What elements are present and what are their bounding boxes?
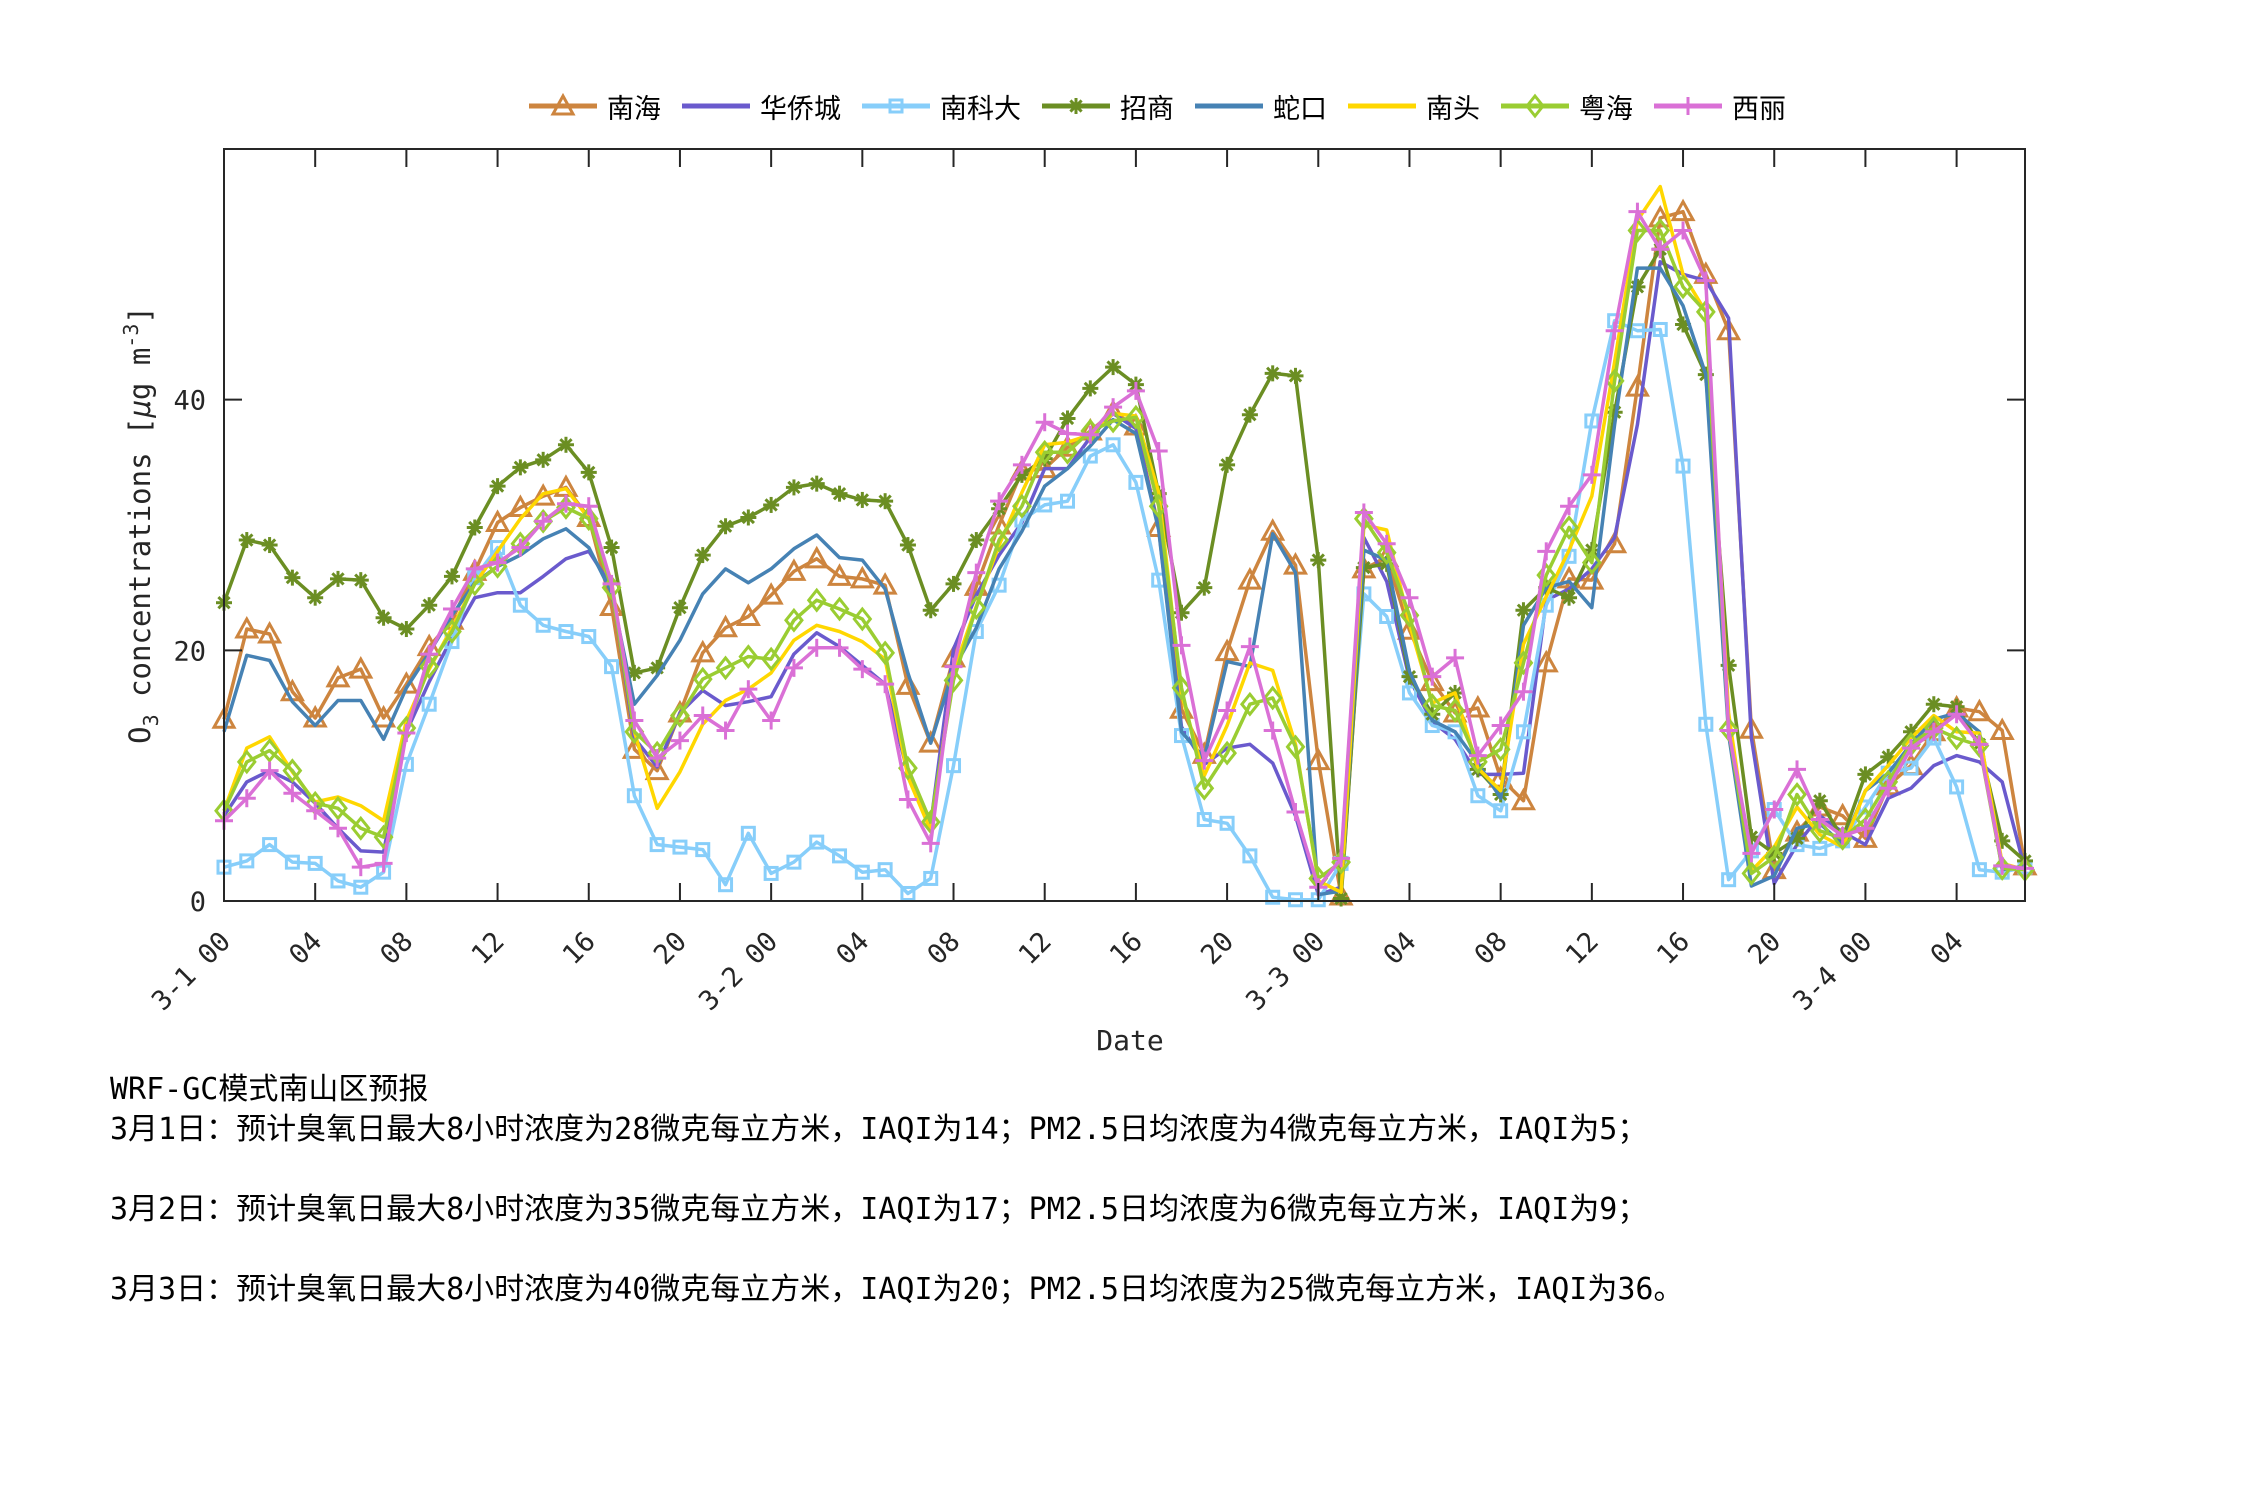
x-tick-label: 08 [1469,926,1514,971]
legend-item: 南海 [525,87,661,126]
legend-item: 西丽 [1650,87,1786,126]
plot-frame [223,148,2026,902]
legend-item: 南头 [1344,87,1480,126]
legend-square-icon [862,98,930,114]
legend-item: 招商 [1038,87,1174,126]
x-tick-label: 16 [1651,926,1696,971]
legend-line-icon [1348,103,1416,109]
legend-asterisk-icon [1042,98,1110,114]
legend-label: 蛇口 [1273,93,1327,125]
x-tick-label: 3-1 00 [146,926,237,1017]
forecast-line-day1: 3月1日：预计臭氧日最大8小时浓度为28微克每立方米，IAQI为14；PM2.5… [110,1112,1648,1147]
legend-label: 南科大 [940,93,1021,125]
y-tick-label: 40 [173,386,206,417]
forecast-title: WRF-GC模式南山区预报 [110,1072,429,1107]
x-tick-label: 20 [648,926,693,971]
legend-label: 华侨城 [760,93,841,125]
x-axis-label: Date [1096,1024,1163,1057]
x-tick-label: 04 [1378,926,1423,971]
legend-label: 南海 [607,93,661,125]
forecast-line-day3: 3月3日：预计臭氧日最大8小时浓度为40微克每立方米，IAQI为20；PM2.5… [110,1272,1684,1307]
x-tick-label: 08 [922,926,967,971]
svg-text:O3 concentrations [μg m-3]: O3 concentrations [μg m-3] [119,306,163,744]
x-tick-label: 12 [1560,926,1605,971]
legend-item: 华侨城 [678,87,841,126]
x-tick-label: 20 [1742,926,1787,971]
x-tick-label: 3-4 00 [1787,926,1878,1017]
legend-item: 粤海 [1497,87,1633,126]
legend-diamond-icon [1501,93,1569,119]
x-tick-label: 3-3 00 [1240,926,1331,1017]
forecast-line-day2: 3月2日：预计臭氧日最大8小时浓度为35微克每立方米，IAQI为17；PM2.5… [110,1192,1648,1227]
plot-series [211,184,2038,908]
x-tick-label: 16 [557,926,602,971]
series-1 [222,260,2027,897]
legend-item: 南科大 [858,87,1021,126]
series-7 [215,202,2034,897]
x-tick-label: 12 [466,926,511,971]
forecast-text: WRF-GC模式南山区预报 3月1日：预计臭氧日最大8小时浓度为28微克每立方米… [110,1070,1683,1350]
x-tick-label: 04 [1925,926,1970,971]
y-axis-label: O3 concentrations [μg m-3] [119,306,163,744]
x-tick-label: 3-2 00 [693,926,784,1017]
x-tick-label: 04 [830,926,875,971]
series-4 [222,266,2026,897]
legend-label: 招商 [1120,93,1174,125]
x-tick-label: 08 [374,926,419,971]
series-5 [222,184,2026,894]
legend-line-icon [682,103,750,109]
legend-label: 西丽 [1732,93,1786,125]
legend-triangle-icon [529,92,597,116]
chart-legend: 南海 华侨城 南科大 招商 蛇口 南头 粤海 西丽 [525,86,1803,126]
series-2 [216,313,2033,908]
legend-label: 南头 [1426,93,1480,125]
x-tick-label: 04 [283,926,328,971]
legend-line-icon [1195,103,1263,109]
legend-item: 蛇口 [1191,87,1327,126]
legend-label: 粤海 [1579,93,1633,125]
y-tick-label: 0 [190,887,206,918]
y-tick-label: 20 [173,636,206,667]
x-tick-label: 20 [1195,926,1240,971]
x-tick-label: 12 [1013,926,1058,971]
o3-line-chart: 3-1 00 04 08 12 16 20 3-2 00 04 08 12 16 20 3-3 00 04… [119,148,2038,1057]
legend-plus-icon [1654,97,1722,115]
x-tick-label: 16 [1104,926,1149,971]
